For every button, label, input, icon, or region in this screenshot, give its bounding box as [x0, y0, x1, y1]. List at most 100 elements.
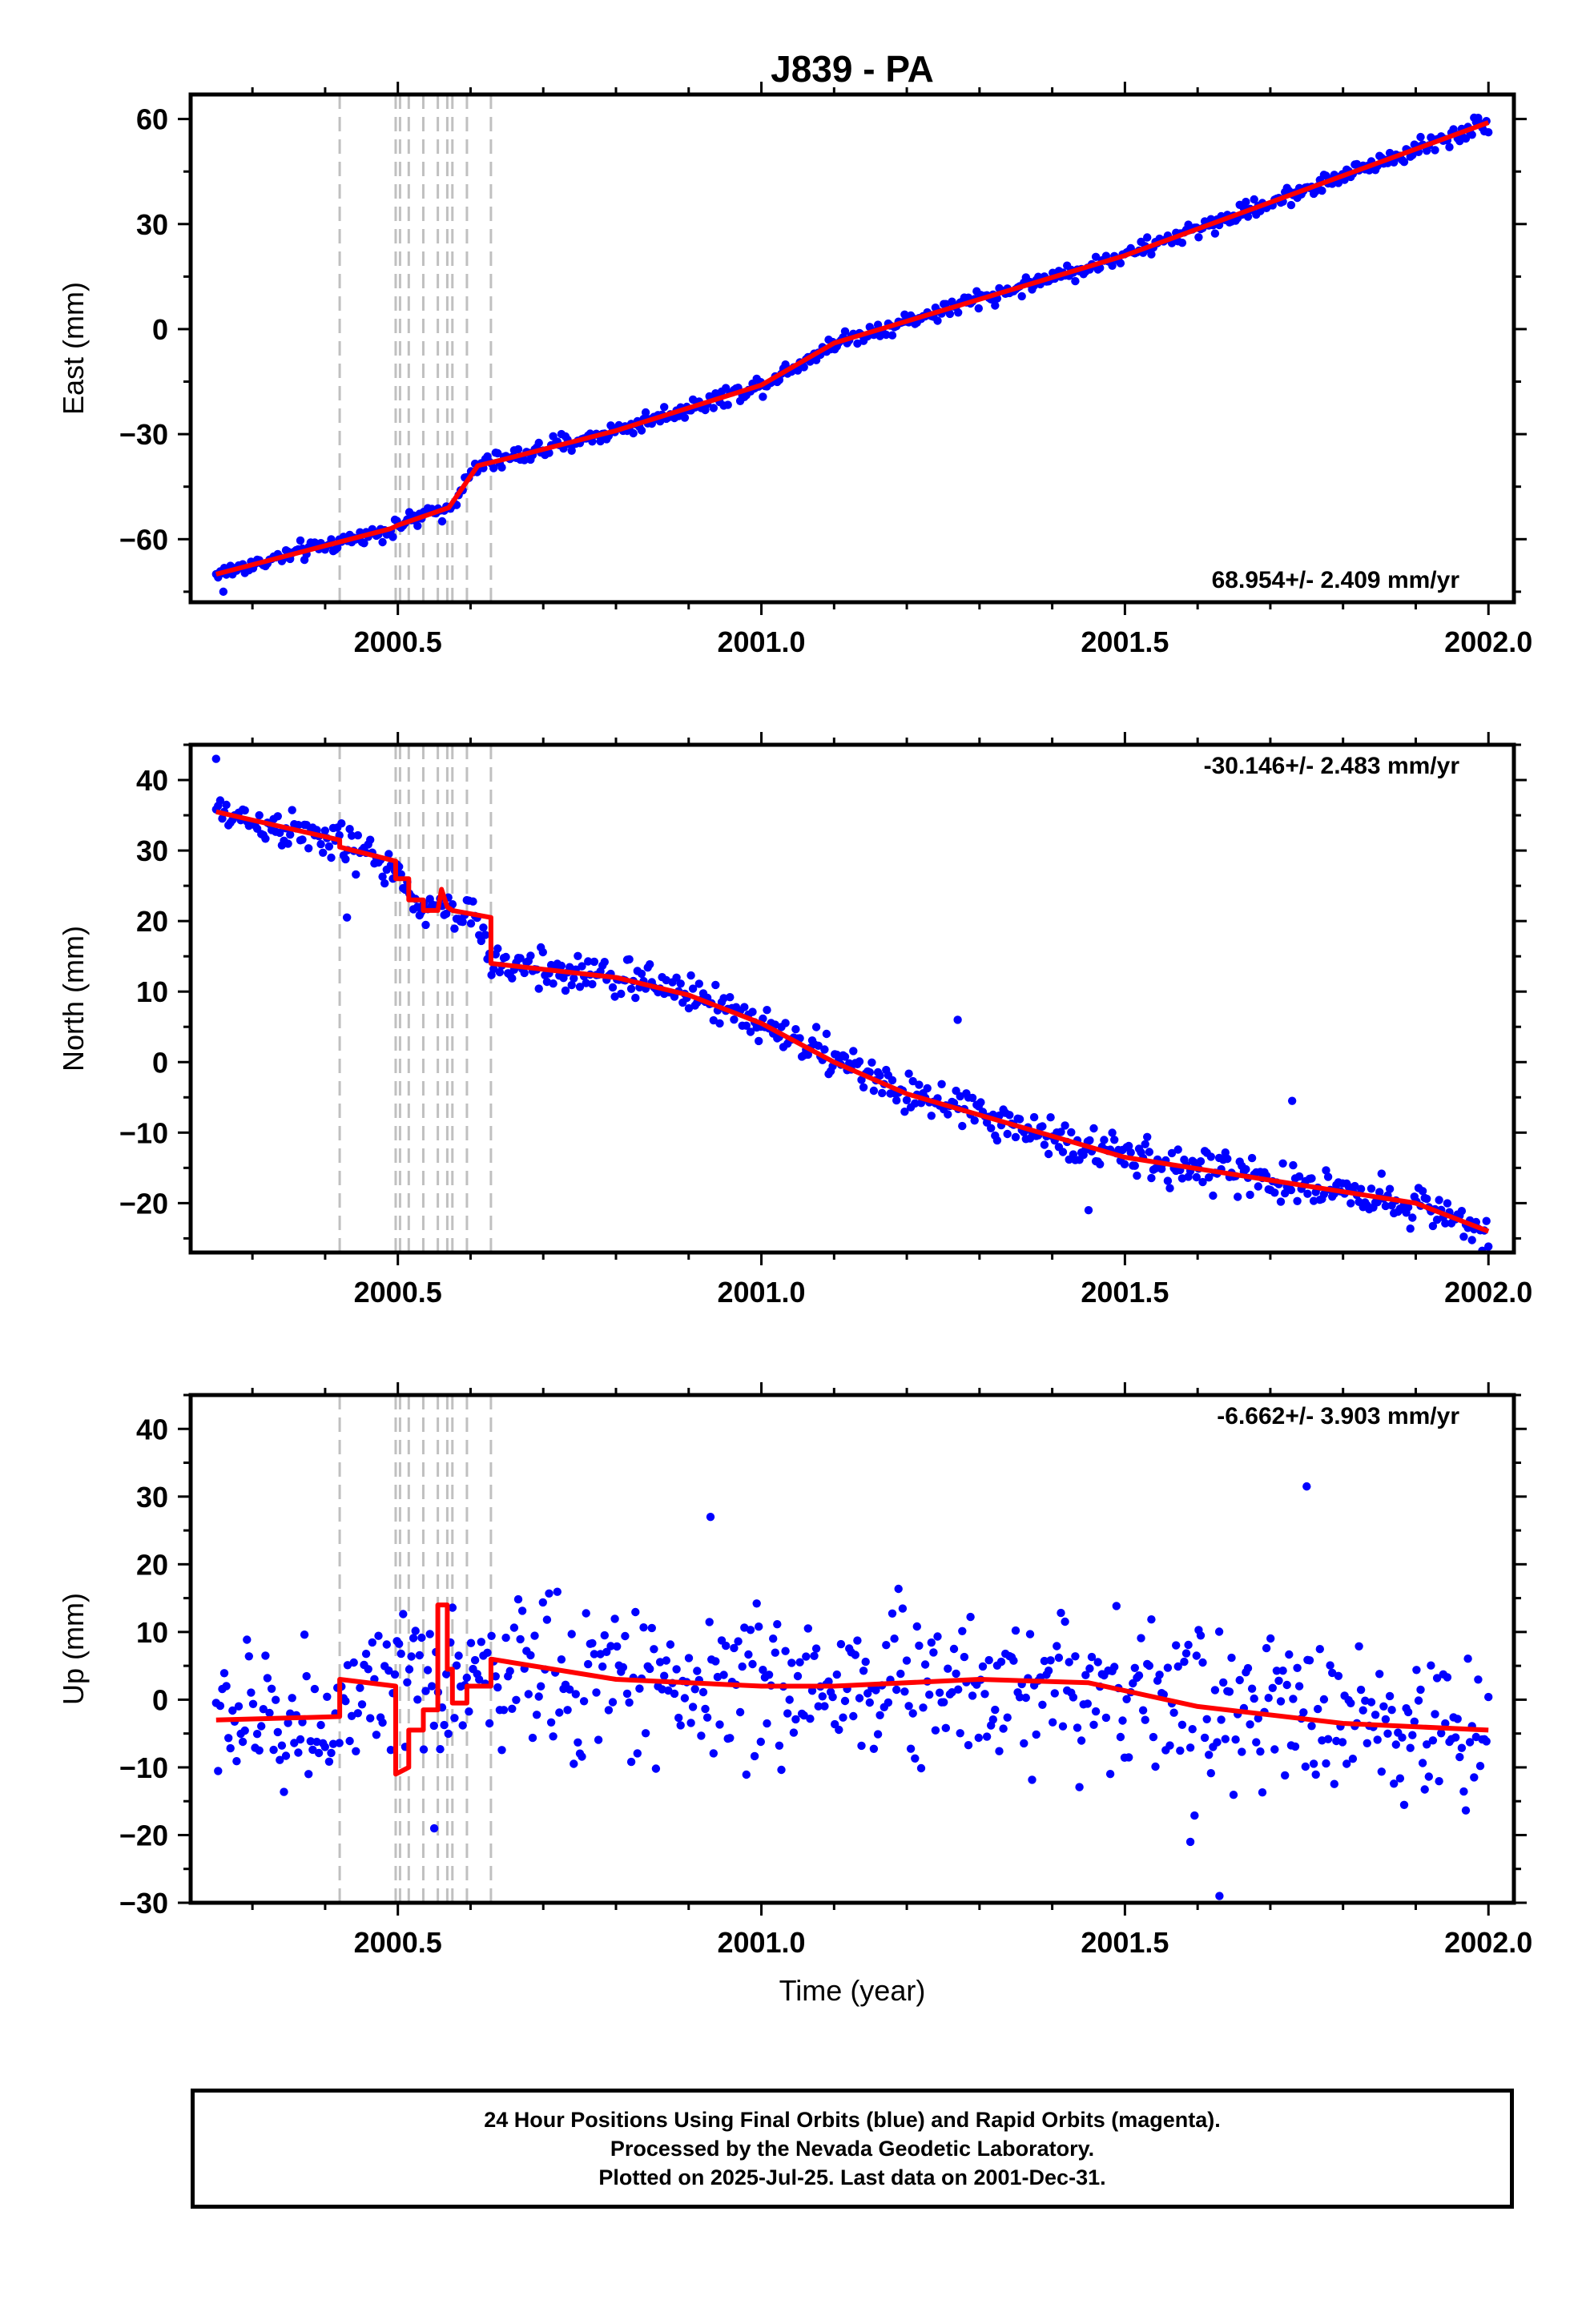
data-point [1437, 1729, 1446, 1738]
x-tick-label: 2000.5 [354, 1276, 442, 1309]
data-point [1176, 1746, 1185, 1755]
data-point [1457, 1207, 1467, 1216]
data-point [240, 1726, 249, 1735]
data-point [1371, 1711, 1380, 1719]
data-point [477, 936, 485, 946]
data-point [1428, 1221, 1438, 1231]
x-tick-label: 2000.5 [354, 1926, 442, 1959]
data-point [425, 1630, 434, 1638]
data-point [1202, 1715, 1211, 1723]
data-point [1276, 1197, 1286, 1206]
data-point [469, 897, 477, 906]
data-point [995, 1747, 1004, 1755]
data-point [1412, 1666, 1421, 1675]
data-point [1196, 1157, 1206, 1166]
data-point [1077, 1736, 1086, 1745]
data-point [795, 1658, 804, 1667]
data-point [1206, 1152, 1216, 1161]
data-point [1276, 1697, 1286, 1706]
data-point [686, 971, 695, 980]
data-point [1015, 1693, 1024, 1702]
y-axis-label: East (mm) [57, 282, 90, 415]
data-point [272, 1695, 280, 1704]
data-point [378, 1718, 387, 1727]
data-point [337, 818, 346, 828]
data-point [526, 951, 535, 960]
x-tick-label: 2001.0 [717, 1926, 805, 1959]
data-point [497, 1746, 506, 1755]
data-point [1305, 1656, 1314, 1665]
data-point [646, 960, 654, 969]
data-point [360, 539, 368, 548]
data-point [1301, 1762, 1310, 1771]
data-point [1268, 1683, 1278, 1692]
data-point [755, 1036, 763, 1046]
data-point [1431, 146, 1439, 155]
data-point [735, 1707, 745, 1717]
data-point [1071, 1652, 1080, 1661]
data-point [341, 854, 350, 864]
data-point [574, 951, 582, 961]
data-point [902, 1656, 912, 1665]
data-point [286, 830, 295, 839]
data-point [1196, 1631, 1206, 1640]
data-point [1172, 1641, 1181, 1650]
data-point [1391, 1740, 1401, 1749]
data-point [1145, 1148, 1154, 1156]
data-point [542, 1615, 552, 1624]
data-point [380, 879, 389, 888]
data-point [904, 1069, 913, 1078]
data-point [578, 962, 586, 971]
data-point [342, 913, 352, 922]
x-tick-label: 2002.0 [1444, 1276, 1532, 1309]
data-point [1180, 1657, 1189, 1667]
data-point [1100, 1136, 1109, 1144]
data-point [660, 403, 669, 412]
data-point [352, 870, 360, 879]
data-point [991, 1705, 1000, 1715]
data-point [944, 1664, 952, 1673]
data-point [304, 844, 313, 853]
data-point [857, 1741, 866, 1751]
data-point [1229, 1791, 1238, 1799]
data-point [882, 330, 891, 340]
data-point [319, 848, 328, 858]
data-point [608, 1698, 618, 1707]
data-point [516, 954, 525, 963]
data-point [933, 316, 942, 325]
data-point [364, 1665, 372, 1674]
data-point [538, 947, 547, 957]
data-point [803, 1624, 812, 1633]
y-tick-label: 0 [152, 1683, 168, 1716]
data-point [980, 1690, 989, 1699]
data-point [1125, 1753, 1133, 1762]
data-point [835, 1725, 843, 1735]
data-point [1408, 1731, 1417, 1739]
data-point [811, 1023, 821, 1031]
data-point [709, 404, 718, 412]
data-point [1315, 1645, 1325, 1654]
data-point [828, 1692, 837, 1702]
data-point [651, 1764, 661, 1773]
data-point [341, 1697, 350, 1706]
data-point [247, 1688, 256, 1697]
data-point [1281, 1188, 1290, 1198]
y-tick-label: 40 [136, 1413, 168, 1445]
data-point [867, 1058, 876, 1068]
data-point [1046, 1656, 1055, 1665]
data-point [1247, 1153, 1257, 1163]
data-point [608, 983, 618, 992]
data-point [396, 1649, 405, 1659]
data-point [526, 1651, 535, 1660]
data-point [423, 1666, 433, 1675]
data-point [1163, 1663, 1173, 1672]
data-point [799, 1711, 808, 1720]
data-point [477, 1638, 485, 1647]
data-point [345, 1736, 354, 1746]
data-point [578, 1752, 586, 1761]
data-point [935, 1688, 944, 1697]
data-point [920, 1660, 930, 1669]
data-points [211, 1482, 1493, 1900]
data-point [499, 1706, 509, 1715]
data-point [314, 1748, 324, 1758]
